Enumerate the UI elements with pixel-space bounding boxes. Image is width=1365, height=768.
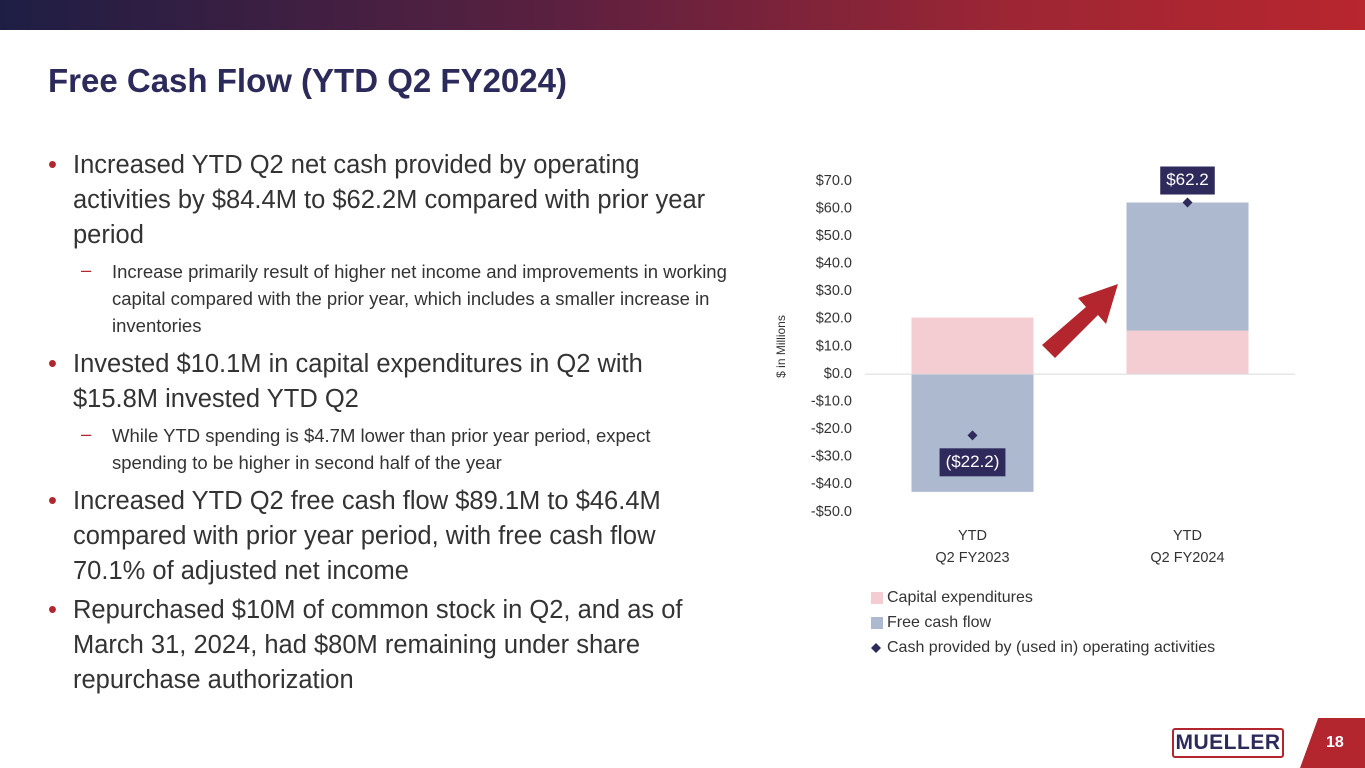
- bullet-list: Increased YTD Q2 net cash provided by op…: [48, 148, 728, 702]
- legend-label: Capital expenditures: [887, 589, 1033, 606]
- y-tick-label: -$40.0: [811, 476, 852, 492]
- growth-arrow: [1042, 284, 1118, 358]
- y-axis-label: $ in Millions: [774, 315, 788, 378]
- sub-bullet: While YTD spending is $4.7M lower than p…: [48, 420, 728, 476]
- legend-marker: [871, 643, 881, 653]
- y-tick-label: $40.0: [816, 256, 852, 272]
- value-label-box: [1160, 166, 1215, 195]
- y-tick-label: -$10.0: [811, 393, 852, 409]
- slide-title: Free Cash Flow (YTD Q2 FY2024): [48, 62, 567, 99]
- marker: [1182, 197, 1193, 208]
- logo: MUELLER: [1172, 728, 1284, 758]
- bullet: Repurchased $10M of common stock in Q2, …: [48, 593, 728, 698]
- bullet: Increased YTD Q2 net cash provided by op…: [48, 148, 728, 253]
- x-tick-label: YTD Q2 FY2023: [935, 528, 1009, 566]
- y-tick-label: $70.0: [816, 173, 852, 189]
- x-tick-label: YTD Q2 FY2024: [1150, 528, 1224, 566]
- bullet: Invested $10.1M in capital expenditures …: [48, 347, 728, 417]
- y-tick-label: $20.0: [816, 311, 852, 327]
- marker: [967, 430, 978, 441]
- x-tick-label-line: Q2 FY2024: [1150, 550, 1224, 566]
- y-tick-label: $60.0: [816, 200, 852, 216]
- sub-bullet: Increase primarily result of higher net …: [48, 256, 728, 339]
- value-label: $62.2: [1160, 166, 1215, 195]
- x-tick-label-line: YTD: [1173, 528, 1202, 544]
- y-tick-label: $0.0: [824, 366, 852, 382]
- top-bar: [0, 0, 1365, 30]
- value-label: ($22.2): [939, 448, 1006, 477]
- value-label-text: ($22.2): [946, 452, 1000, 471]
- y-tick-label: -$50.0: [811, 504, 852, 520]
- y-tick-label: -$30.0: [811, 449, 852, 465]
- legend-swatch: [871, 592, 883, 604]
- bullet: Increased YTD Q2 free cash flow $89.1M t…: [48, 484, 728, 589]
- bar-segment: [911, 317, 1034, 375]
- y-tick-label: $50.0: [816, 228, 852, 244]
- y-tick-label: $30.0: [816, 283, 852, 299]
- x-tick-label-line: YTD: [958, 528, 987, 544]
- y-tick-label: -$20.0: [811, 421, 852, 437]
- x-tick-label-line: Q2 FY2023: [935, 550, 1009, 566]
- value-label-text: $62.2: [1166, 170, 1209, 189]
- bar-segment: [1126, 202, 1249, 331]
- value-label-box: [939, 448, 1006, 477]
- legend-swatch: [871, 617, 883, 629]
- legend-label: Cash provided by (used in) operating act…: [887, 639, 1215, 656]
- y-tick-label: $10.0: [816, 338, 852, 354]
- page-number: 18: [1326, 734, 1344, 751]
- bar-segment: [1126, 330, 1249, 375]
- legend-label: Free cash flow: [887, 614, 991, 631]
